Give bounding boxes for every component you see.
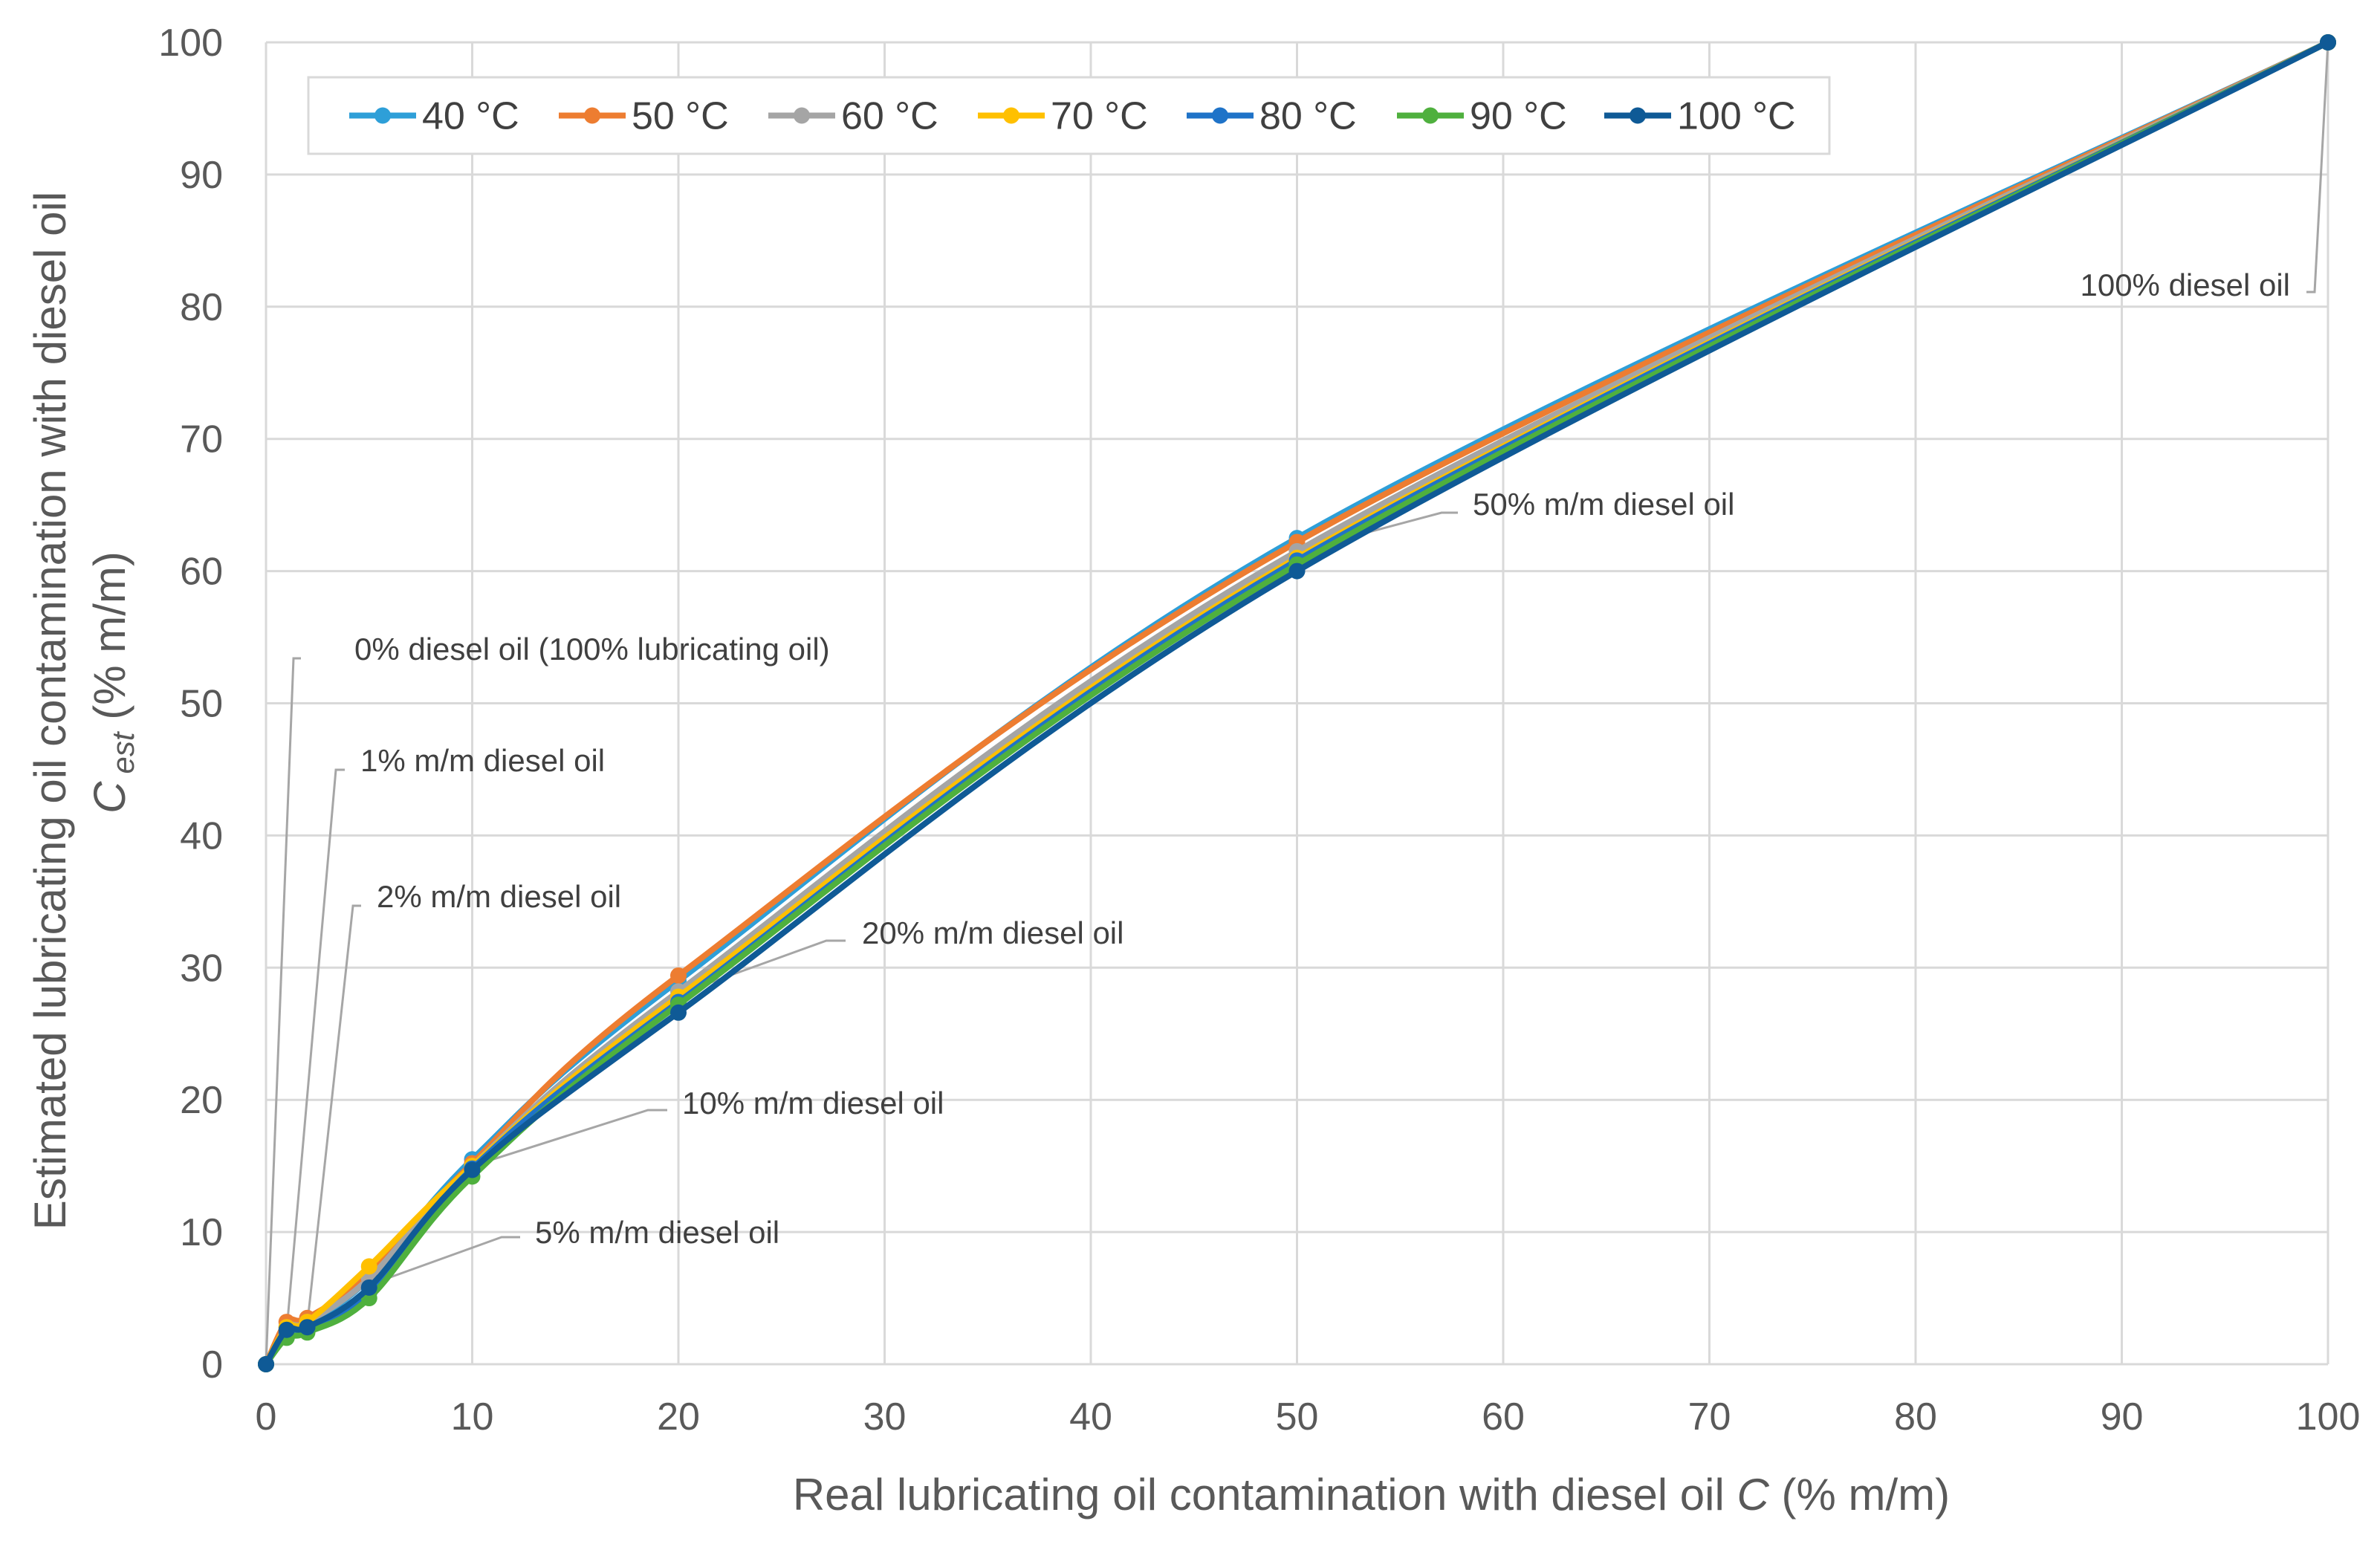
legend-label: 80 °C [1259, 95, 1357, 138]
data-point [299, 1319, 316, 1336]
annotation-leader-line [472, 1109, 667, 1167]
series-line [263, 39, 2329, 1366]
x-axis-title-unit: (% m/m) [1769, 1470, 1950, 1520]
x-tick-label: 20 [657, 1395, 700, 1439]
x-tick-label: 60 [1482, 1395, 1525, 1439]
annotation-label: 20% m/m diesel oil [862, 915, 1123, 950]
y-axis-title-variable: C [85, 781, 134, 814]
series-line [263, 39, 2329, 1366]
legend-label: 50 °C [632, 95, 729, 138]
annotation-label: 50% m/m diesel oil [1473, 487, 1734, 522]
annotation-leader-line [369, 1236, 520, 1286]
annotation-label: 2% m/m diesel oil [377, 879, 621, 914]
x-tick-label: 100 [2296, 1395, 2361, 1439]
annotations: 0% diesel oil (100% lubricating oil) 1% m… [354, 267, 2290, 1250]
annotation-leader-line [306, 904, 361, 1325]
y-tick-label: 80 [180, 286, 223, 329]
data-point [670, 1004, 687, 1021]
y-tick-label: 30 [180, 947, 223, 990]
annotation-label: 5% m/m diesel oil [535, 1215, 779, 1250]
x-tick-label: 70 [1688, 1395, 1731, 1439]
x-tick-label: 40 [1069, 1395, 1112, 1439]
legend-item: 90 °C [1397, 95, 1567, 138]
y-axis-title-line2: Cest (% m/m) [85, 551, 140, 814]
legend-label: 40 °C [422, 95, 519, 138]
series-lines [258, 34, 2336, 1372]
y-tick-label: 60 [180, 551, 223, 594]
legend-marker [1003, 107, 1019, 124]
x-tick-label: 80 [1894, 1395, 1937, 1439]
legend-item: 40 °C [349, 95, 519, 138]
y-tick-label: 100 [158, 22, 223, 65]
y-tick-label: 90 [180, 154, 223, 197]
data-point [1288, 562, 1306, 580]
legend-item: 70 °C [978, 95, 1148, 138]
legend-item: 60 °C [768, 95, 938, 138]
data-point [278, 1321, 295, 1338]
annotation-leader-line [285, 768, 345, 1332]
x-tick-label: 50 [1276, 1395, 1319, 1439]
data-point [360, 1279, 377, 1296]
legend-marker [1422, 107, 1439, 124]
legend-marker [374, 107, 391, 124]
annotation-label: 10% m/m diesel oil [682, 1086, 944, 1120]
y-tick-label: 0 [201, 1343, 223, 1387]
legend-label: 70 °C [1051, 95, 1148, 138]
y-axis-title-subscript: est [106, 730, 140, 774]
legend-item: 100 °C [1604, 95, 1796, 138]
x-tick-label: 10 [451, 1395, 494, 1439]
y-tick-label: 20 [180, 1079, 223, 1122]
y-axis-title-unit: (% m/m) [85, 551, 134, 732]
legend: 40 °C 50 °C 60 °C 70 °C 80 °C 90 °C 100 °C [307, 76, 1831, 155]
y-tick-label: 50 [180, 683, 223, 726]
legend-item: 80 °C [1187, 95, 1357, 138]
series-line [263, 39, 2329, 1366]
y-tick-label: 10 [180, 1211, 223, 1254]
gridlines [265, 41, 2329, 1366]
annotation-leader-line [2306, 42, 2329, 293]
y-tick-label: 70 [180, 418, 223, 461]
data-point [360, 1258, 377, 1275]
x-tick-label: 90 [2101, 1395, 2144, 1439]
data-point [2320, 34, 2336, 51]
legend-label: 60 °C [841, 95, 938, 138]
x-tick-label: 30 [863, 1395, 907, 1439]
data-point [258, 1356, 274, 1372]
legend-marker [1212, 107, 1228, 124]
annotation-leader-line [265, 657, 301, 1365]
y-tick-label: 40 [180, 814, 223, 857]
x-axis-title: Real lubricating oil contamination with … [793, 1470, 1950, 1520]
series-100c [258, 34, 2336, 1372]
x-axis-title-text: Real lubricating oil contamination with … [793, 1470, 1737, 1520]
annotation-label: 1% m/m diesel oil [360, 743, 605, 778]
legend-marker [794, 107, 810, 124]
legend-marker [584, 107, 600, 124]
data-point [670, 967, 687, 984]
annotation-label: 100% diesel oil [2080, 267, 2290, 302]
legend-label: 100 °C [1677, 95, 1796, 138]
x-axis-title-variable: C [1737, 1470, 1770, 1520]
y-axis-title-line1: Estimated lubricating oil contamination … [25, 192, 75, 1230]
annotation-label: 0% diesel oil (100% lubricating oil) [354, 632, 830, 667]
legend-item: 50 °C [559, 95, 729, 138]
legend-marker [1630, 107, 1646, 124]
tick-labels: 0 10 20 30 40 50 60 70 80 90 100 0 10 20 30 40 50 60 70 80 9… [158, 22, 2360, 1439]
x-tick-label: 0 [256, 1395, 277, 1439]
annotation-leaders [265, 42, 2329, 1365]
data-point [464, 1161, 481, 1178]
legend-label: 90 °C [1470, 95, 1567, 138]
